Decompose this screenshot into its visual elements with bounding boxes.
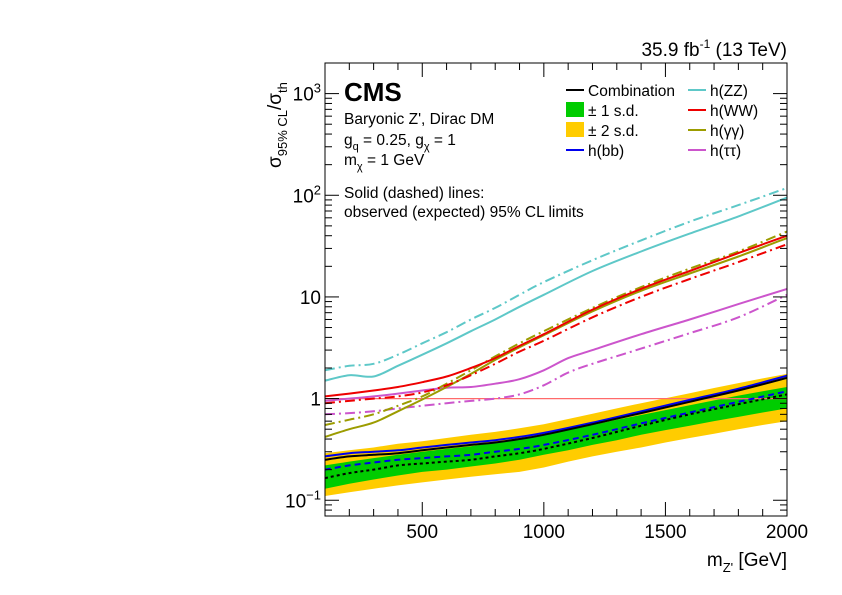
combination-legend-label: Combination (588, 83, 675, 100)
one-sd-band-area (325, 387, 787, 489)
x-axis-title: mZ' [GeV] (707, 550, 787, 575)
one-sd-band (325, 387, 787, 489)
x-tick-label: 1500 (644, 522, 686, 543)
info-line-3: mχ = 1 GeV (344, 152, 425, 173)
info-line-5: observed (expected) 95% CL limits (344, 204, 584, 221)
info-line-2: gq = 0.25, gχ = 1 (344, 132, 456, 153)
info-line-1: Baryonic Z', Dirac DM (344, 111, 494, 128)
hgg-observed-line (325, 237, 787, 438)
hbb-legend-label: h(bb) (588, 143, 624, 160)
band1-legend-swatch (566, 102, 584, 117)
info-line-4: Solid (dashed) lines: (344, 185, 484, 202)
hzz-observed-line (325, 196, 787, 382)
combination-expected-line (325, 393, 787, 480)
x-tick-label: 1000 (523, 522, 565, 543)
y-tick-label: 102 (293, 182, 321, 207)
htt-observed-line (325, 287, 787, 402)
hzz-expected-line (325, 187, 787, 372)
y-tick-label: 1 (310, 390, 321, 411)
legend: Combination ± 1 s.d. ± 2 s.d. h(bb) h(ZZ) h(W… (566, 83, 758, 160)
axis-ticks: 500 1000 1500 2000 10−1 1 10 102 103 (285, 62, 808, 543)
cms-label: CMS (344, 77, 402, 107)
hgg-expected-line (325, 230, 787, 426)
hww-observed-line (325, 234, 787, 398)
y-tick-label: 103 (293, 81, 321, 106)
limit-curves (325, 187, 787, 480)
luminosity-label: 35.9 fb-1 (13 TeV) (641, 37, 787, 61)
hbb-observed-line (325, 374, 787, 458)
band1-legend-label: ± 1 s.d. (588, 103, 639, 120)
combination-observed-line (325, 376, 787, 461)
band2-legend-label: ± 2 s.d. (588, 123, 639, 140)
plot-frame (324, 62, 788, 517)
y-tick-label: 10 (300, 288, 321, 309)
x-tick-label: 2000 (766, 522, 808, 543)
y-axis-title: σ95% CL/σth (265, 82, 290, 168)
band2-legend-swatch (566, 122, 584, 137)
hzz-legend-label: h(ZZ) (710, 83, 748, 100)
y-tick-label: 10−1 (285, 487, 321, 512)
hww-legend-label: h(WW) (710, 103, 758, 120)
htt-legend-label: h(ττ) (710, 143, 741, 160)
x-tick-label: 500 (406, 522, 438, 543)
hbb-expected-line (325, 390, 787, 471)
hww-expected-line (325, 243, 787, 405)
hgg-legend-label: h(γγ) (710, 123, 744, 140)
